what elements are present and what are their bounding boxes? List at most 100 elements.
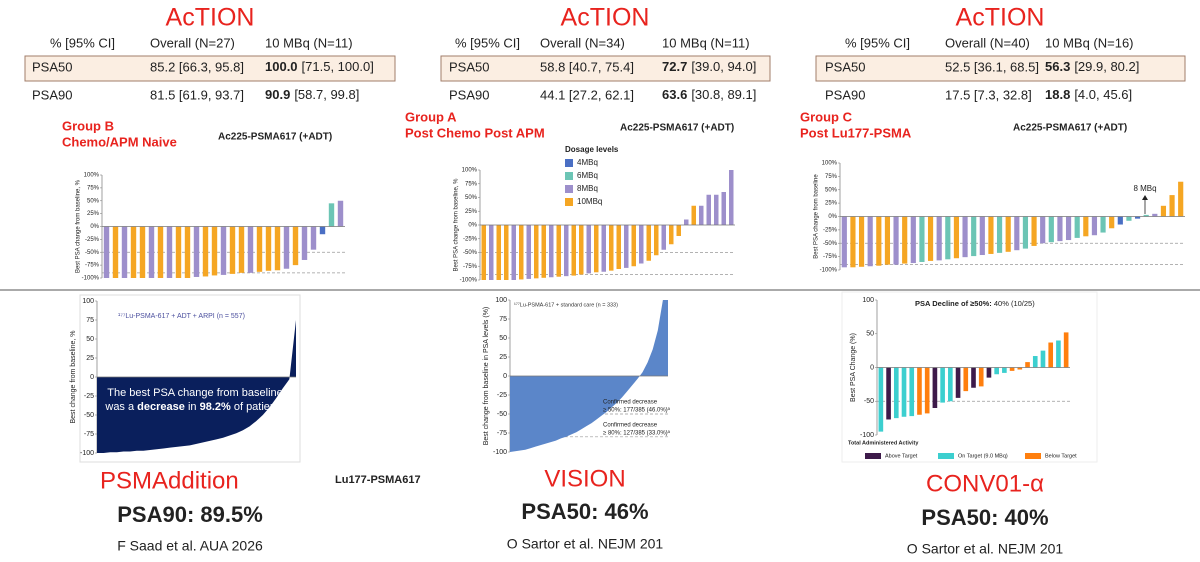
bar <box>867 216 873 267</box>
bar <box>1134 216 1141 219</box>
bar <box>1083 216 1089 237</box>
bar <box>1017 367 1023 370</box>
bar <box>511 225 516 280</box>
y-tick-label: 50% <box>825 187 838 193</box>
row-label: PSA90 <box>32 87 72 102</box>
title-part: PSA Decline of ≥50%: <box>915 299 992 308</box>
area <box>97 320 296 453</box>
bar <box>902 216 908 264</box>
bar <box>893 367 899 419</box>
legend-swatch <box>938 453 954 459</box>
y-tick-label: 75% <box>465 181 478 187</box>
cell-ci: [29.9, 80.2] <box>1074 59 1139 74</box>
bar <box>1063 332 1069 368</box>
legend-label: Below Target <box>1045 453 1077 459</box>
bar <box>193 226 200 277</box>
bar <box>654 225 659 256</box>
cell-ci: [30.8, 89.1] <box>691 87 756 102</box>
bar <box>924 367 930 414</box>
bar <box>481 225 486 280</box>
bar <box>1048 216 1054 243</box>
y-tick-label: -50% <box>823 241 838 247</box>
table-header: 10 MBq (N=16) <box>1045 35 1134 50</box>
bar <box>166 226 173 278</box>
bar <box>1074 216 1080 238</box>
y-tick-label: -25% <box>85 237 100 243</box>
row-label: PSA90 <box>449 87 489 102</box>
group-label: Group A <box>405 109 457 124</box>
bar <box>148 226 155 278</box>
table-header: Overall (N=27) <box>150 35 235 50</box>
bar <box>1040 216 1046 244</box>
y-tick-label: 100 <box>82 298 94 305</box>
y-tick-label: 75 <box>86 317 94 324</box>
legend-swatch <box>565 185 573 193</box>
study-result: PSA50: 40% <box>921 505 1048 530</box>
y-tick-label: 0% <box>90 224 99 230</box>
table-header: % [95% CI] <box>845 35 910 50</box>
bar <box>955 367 961 398</box>
annotation: Confirmed decrease <box>603 423 658 429</box>
bar <box>1169 195 1175 217</box>
group-label: Chemo/APM Naive <box>62 134 177 149</box>
bar <box>676 225 681 236</box>
y-tick-label: -75 <box>497 430 507 437</box>
table-header: % [95% CI] <box>50 35 115 50</box>
bar <box>112 226 119 278</box>
agent-label: Lu177-PSMA617 <box>335 474 421 486</box>
cell-value: 72.7 <box>662 59 687 74</box>
y-tick-label: 25% <box>825 201 838 207</box>
bar <box>706 194 711 225</box>
bar <box>541 225 546 278</box>
y-tick-label: -100 <box>860 432 874 439</box>
y-axis-label: Best change from baseline in PSA levels … <box>483 307 490 446</box>
group-label: Post Lu177-PSMA <box>800 125 912 140</box>
bar <box>1065 216 1072 241</box>
bar <box>202 226 209 277</box>
cell-ci: [58.7, 99.8] <box>294 87 359 102</box>
y-tick-label: 0 <box>503 373 507 380</box>
cell-ci: [39.0, 94.0] <box>691 59 756 74</box>
cell: 17.5 [7.3, 32.8] <box>945 87 1032 102</box>
y-axis-label: Best PSA change from baseline <box>814 174 820 259</box>
cell: 63.6 [30.8, 89.1] <box>662 87 756 102</box>
bar <box>238 226 245 273</box>
y-tick-label: 25 <box>499 354 507 361</box>
bar <box>684 219 689 225</box>
bar <box>945 216 951 260</box>
annotation: 8 MBq <box>1133 184 1156 193</box>
legend-label: 10MBq <box>577 197 602 206</box>
bar <box>1057 216 1063 242</box>
chart-title: PSA Decline of ≥50%: 40% (10/25) <box>915 299 1035 308</box>
arrow-head <box>1142 195 1148 200</box>
bar <box>489 225 494 280</box>
bar <box>886 367 891 420</box>
bar <box>556 225 561 277</box>
bar <box>526 225 531 279</box>
annotation: Confirmed decrease <box>603 400 658 406</box>
y-tick-label: -50% <box>85 250 100 256</box>
y-tick-label: -100 <box>80 450 94 457</box>
bar <box>962 216 968 258</box>
cell-value: 18.8 <box>1045 87 1070 102</box>
annotation: ≥ 80%: 127/385 (33.0%)ᵃ <box>603 431 671 437</box>
bar <box>850 216 856 268</box>
row-label: PSA50 <box>449 59 489 74</box>
bar <box>594 225 599 273</box>
bar <box>1032 356 1038 368</box>
bar <box>211 226 218 276</box>
y-tick-label: -75 <box>84 431 94 438</box>
cell: 58.8 [40.7, 75.4] <box>540 59 634 74</box>
legend-swatch <box>865 453 881 459</box>
y-tick-label: 25% <box>87 211 100 217</box>
bar <box>1002 367 1007 373</box>
y-tick-label: 25 <box>86 355 94 362</box>
bar <box>1022 216 1029 249</box>
chart-subtitle: Ac225-PSMA617 (+ADT) <box>218 132 332 143</box>
bar <box>579 225 584 275</box>
cell: 81.5 [61.9, 93.7] <box>150 87 244 102</box>
row-label: PSA50 <box>32 59 72 74</box>
bar <box>534 225 539 279</box>
bar <box>988 216 994 254</box>
legend-label: ¹⁷⁷Lu-PSMA-617 + standard care (n = 333) <box>514 301 618 308</box>
